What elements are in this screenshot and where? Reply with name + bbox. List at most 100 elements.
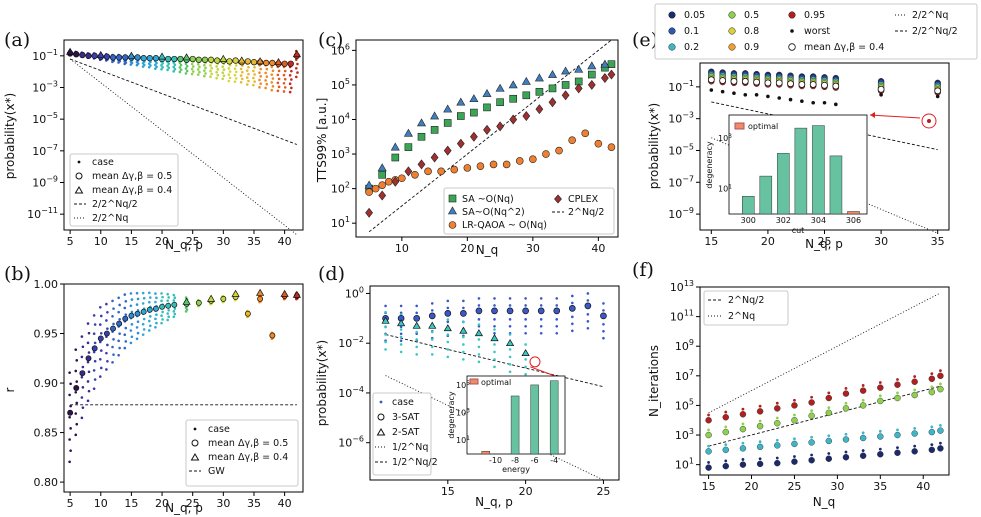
f-point <box>894 431 901 439</box>
b-case-point <box>148 296 152 299</box>
c-xtick-label: 20 <box>460 242 474 255</box>
d-case-2sat <box>477 345 481 349</box>
d-case-2sat <box>430 345 434 349</box>
d-case-2sat <box>493 350 496 354</box>
d-ytick-label: 10−2 <box>338 335 364 350</box>
legend-d-case: case <box>392 397 414 408</box>
b-case-point <box>86 399 90 403</box>
f-point-small <box>741 407 745 411</box>
legend-c-lr-qaoa: LR-QAOA ~ O(Nq) <box>462 220 547 231</box>
a-ytick-label: 10−3 <box>32 80 58 95</box>
b-case-point <box>141 333 145 336</box>
f-point <box>722 462 729 470</box>
panel-b: (b) 5 10 15 20 25 30 35 40 0.80 0.85 0.90 0.95 1.00… <box>3 263 304 515</box>
panel-f-plot <box>705 292 944 471</box>
b-case-point <box>130 323 134 326</box>
d-case-2sat <box>415 353 418 356</box>
case-point <box>161 62 164 65</box>
e-mean-point <box>764 79 772 87</box>
b-mean-04-point <box>255 288 265 296</box>
case-point <box>204 72 207 75</box>
legend-f-2-nq: 2^Nq <box>728 311 755 322</box>
f-ytick-label: 105 <box>675 397 694 412</box>
panel-e-highlight-circle <box>921 113 937 129</box>
b-case-point <box>136 320 140 323</box>
f-point <box>756 408 764 415</box>
f-point-small <box>793 455 796 458</box>
d-case-3sat <box>586 299 590 302</box>
panel-d-inset-ylabel: degeneracy <box>447 391 456 439</box>
d-case-3sat <box>602 329 605 333</box>
e-mean-point <box>753 78 760 86</box>
d-3sat-point <box>491 307 498 315</box>
mean-05-point <box>73 51 80 58</box>
legend-d-1-over-2half: 1/2^Nq/2 <box>392 457 438 468</box>
case-point <box>179 63 183 67</box>
f-point-small <box>844 432 848 436</box>
case-point <box>228 64 232 67</box>
b-case-point <box>99 366 103 370</box>
f-point-small <box>724 443 728 447</box>
case-point <box>221 71 225 75</box>
case-point <box>265 67 269 71</box>
b-case-point <box>98 305 102 309</box>
case-point <box>196 68 200 71</box>
b-mean-05-point <box>128 312 135 319</box>
mean-05-point <box>269 59 276 67</box>
b-case-point <box>123 306 127 310</box>
c-sa-n2-point <box>443 104 453 113</box>
e-ytick-label: 10−7 <box>668 174 694 189</box>
f-point-small <box>896 378 899 381</box>
c-sa-n2-point <box>456 97 466 106</box>
f-point-small <box>930 385 934 389</box>
d-2sat-point <box>459 326 468 334</box>
case-point <box>209 69 212 73</box>
f-point <box>937 427 944 434</box>
case-point <box>227 73 231 77</box>
c-lr-qaoa-point <box>476 162 485 170</box>
d-inset-bar-optimal <box>481 450 491 455</box>
panel-a-plot <box>66 47 301 236</box>
case-point <box>216 68 220 71</box>
d-case-3sat <box>586 292 590 295</box>
b-case-point <box>172 293 176 297</box>
d-case-2sat <box>508 363 512 366</box>
case-point <box>276 89 280 93</box>
d-case-2sat <box>399 343 403 346</box>
case-point <box>290 86 293 90</box>
b-case-point <box>118 303 121 307</box>
panel-f-yticks: 101 103 105 107 109 1011 1013 <box>670 279 700 472</box>
f-point <box>894 449 901 456</box>
case-point <box>221 77 225 81</box>
d-3sat-point <box>460 310 467 317</box>
e-inset-ytick-label: 103 <box>718 133 732 143</box>
b-case-point <box>173 312 177 316</box>
legend-c-cplex: CPLEX <box>568 194 599 205</box>
d-case-3sat <box>555 304 559 307</box>
case-point <box>185 69 189 73</box>
panel-f-legend: 2^Nq/2 2^Nq <box>703 290 789 326</box>
f-point <box>859 387 867 394</box>
f-point-small <box>810 395 814 399</box>
d-case-3sat <box>477 304 481 307</box>
case-point <box>173 63 177 67</box>
d-case-3sat <box>555 297 559 300</box>
d-2sat-point <box>505 339 515 347</box>
legend-b-mean-05: mean Δγ,β = 0.5 <box>208 438 288 449</box>
b-case-point <box>106 310 109 314</box>
c-lr-qaoa-point <box>607 143 616 151</box>
f-point <box>705 417 712 424</box>
f-point-small <box>878 381 882 384</box>
d-case-3sat <box>493 304 496 307</box>
case-point <box>258 86 261 89</box>
d-case-3sat <box>571 322 574 326</box>
b-case-point <box>160 292 163 295</box>
c-cplex-point <box>483 124 491 135</box>
d-case-2sat <box>415 338 418 341</box>
b-case-point <box>112 338 115 341</box>
e-ytick-label: 10−1 <box>668 79 694 94</box>
case-point <box>203 69 206 72</box>
b-case-point <box>166 318 169 322</box>
d-case-3sat <box>602 323 605 326</box>
case-point <box>288 74 292 77</box>
